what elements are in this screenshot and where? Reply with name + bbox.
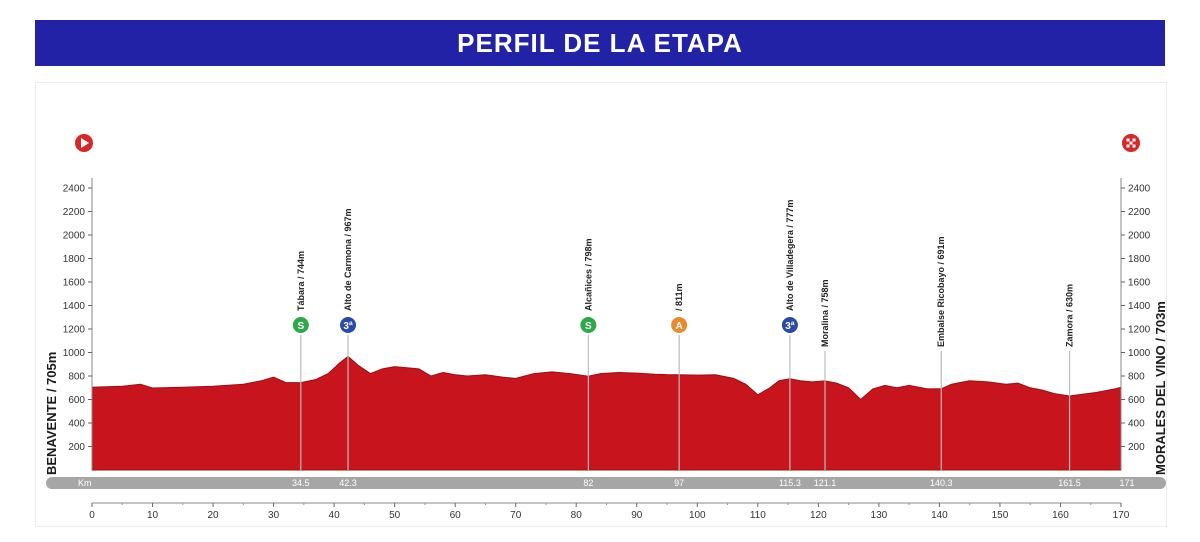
mountain-badge-icon [338, 315, 359, 335]
x-tick-label: 80 [571, 510, 583, 521]
y-tick-label-right: 1400 [1128, 301, 1151, 312]
y-tick-label-right: 1200 [1128, 325, 1151, 336]
y-tick-label-right: 2000 [1128, 231, 1151, 242]
y-tick-label-right: 1800 [1128, 254, 1151, 265]
y-tick-label-right: 2400 [1128, 184, 1151, 195]
km-bar-marker: 121.1 [814, 478, 837, 488]
y-tick-label-right: 2200 [1128, 207, 1151, 218]
waypoint-label: / 811m [674, 283, 684, 311]
x-tick-label: 140 [931, 510, 948, 521]
flag-square [1126, 138, 1130, 142]
km-marker-bar [46, 477, 1166, 489]
km-bar-marker: 42.3 [339, 478, 357, 488]
y-tick-label-left: 600 [68, 395, 85, 406]
finish-label: MORALES DEL VINO / 703m [1153, 301, 1166, 475]
x-tick-label: 40 [329, 510, 341, 521]
y-tick-label-left: 2000 [63, 231, 86, 242]
waypoint-label: Alcañices / 798m [583, 238, 593, 311]
y-tick-label-right: 200 [1128, 442, 1145, 453]
y-tick-label-right: 800 [1128, 372, 1145, 383]
elevation-profile-area [91, 355, 1122, 471]
chart-panel: S 3ª S A 3ª 200 200 400 400 600 600 800 800 1000 1000… [35, 82, 1168, 527]
x-tick-label: 50 [389, 510, 401, 521]
km-bar-marker: 171 [1120, 478, 1135, 488]
flag-square [1126, 144, 1130, 148]
sprint-badge-icon [290, 315, 311, 335]
badge-text: 3ª [343, 321, 353, 332]
y-tick-label-right: 1000 [1128, 348, 1151, 359]
x-tick-label: 20 [207, 510, 219, 521]
y-tick-label-right: 400 [1128, 419, 1145, 430]
start-label: BENAVENTE / 705m [44, 352, 59, 475]
y-tick-label-left: 1200 [63, 325, 86, 336]
y-tick-label-left: 200 [68, 442, 85, 453]
y-tick-label-left: 800 [68, 372, 85, 383]
x-tick-label: 30 [268, 510, 280, 521]
x-tick-label: 150 [992, 510, 1009, 521]
y-tick-label-left: 2200 [63, 207, 86, 218]
y-tick-label-left: 1000 [63, 348, 86, 359]
y-tick-label-left: 1600 [63, 278, 86, 289]
mountain-badge-icon [779, 315, 800, 335]
sprint-badge-icon [578, 315, 599, 335]
flag-square [1129, 141, 1133, 145]
km-bar-marker: 140.3 [930, 478, 953, 488]
x-tick-label: 110 [750, 510, 766, 521]
y-tick-label-left: 400 [68, 419, 85, 430]
feed-badge-icon [669, 315, 690, 335]
flag-square [1132, 144, 1136, 148]
waypoint-label: Alto de Carmona / 967m [343, 208, 353, 311]
x-tick-label: 160 [1052, 510, 1069, 521]
km-bar-marker: 82 [583, 478, 593, 488]
x-tick-label: 60 [450, 510, 462, 521]
km-bar-marker: 34.5 [292, 478, 310, 488]
km-bar-marker: 97 [674, 478, 684, 488]
waypoint-label: Moralina / 758m [820, 279, 830, 347]
x-tick-label: 10 [147, 510, 159, 521]
x-tick-label: 120 [810, 510, 827, 521]
x-tick-label: 100 [689, 510, 706, 521]
y-tick-label-left: 2400 [63, 184, 86, 195]
y-tick-label-right: 600 [1128, 395, 1145, 406]
x-tick-label: 70 [510, 510, 522, 521]
x-tick-label: 0 [89, 510, 95, 521]
y-tick-label-right: 1600 [1128, 278, 1151, 289]
waypoint-label: Tábara / 744m [296, 251, 306, 311]
play-icon-glyph [81, 138, 89, 148]
y-tick-label-left: 1800 [63, 254, 86, 265]
flag-square [1132, 138, 1136, 142]
km-bar-label: Km [78, 478, 92, 488]
badge-text: 3ª [785, 321, 795, 332]
page-title: PERFIL DE LA ETAPA [35, 20, 1165, 66]
waypoint-label: Zamora / 630m [1065, 284, 1075, 347]
km-bar-marker: 115.3 [779, 478, 801, 488]
checkered-flag-pattern [1126, 138, 1136, 148]
badge-text: S [585, 321, 592, 332]
km-bar-marker: 161.5 [1058, 478, 1081, 488]
x-tick-label: 170 [1113, 510, 1130, 521]
y-tick-label-left: 1400 [63, 301, 86, 312]
waypoint-label: Alto de Villadegera / 777m [785, 200, 795, 311]
badge-text: S [297, 321, 304, 332]
x-tick-label: 90 [631, 510, 643, 521]
badge-text: A [676, 321, 683, 332]
waypoint-label: Embalse Ricobayo / 691m [936, 236, 946, 347]
x-tick-label: 130 [871, 510, 888, 521]
